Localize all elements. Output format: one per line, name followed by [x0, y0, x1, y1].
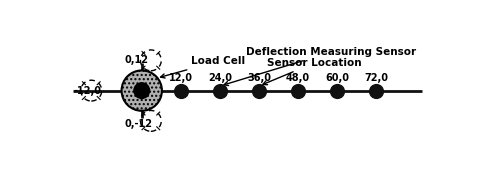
- Text: -12,0: -12,0: [73, 86, 101, 96]
- Text: 0,12: 0,12: [125, 55, 149, 65]
- Text: 36,0: 36,0: [247, 74, 271, 83]
- Text: 72,0: 72,0: [364, 74, 388, 83]
- Text: Sensor Location: Sensor Location: [263, 58, 362, 85]
- Point: [216, 89, 224, 92]
- Text: 60,0: 60,0: [325, 74, 349, 83]
- Text: 24,0: 24,0: [208, 74, 232, 83]
- Text: 12,0: 12,0: [169, 74, 193, 83]
- Point: [333, 89, 341, 92]
- Ellipse shape: [122, 70, 162, 111]
- Point: [294, 89, 302, 92]
- Point: [255, 89, 263, 92]
- Point: [372, 89, 380, 92]
- Text: 0,-12: 0,-12: [125, 119, 153, 129]
- Text: 48,0: 48,0: [286, 74, 310, 83]
- Point: [177, 89, 185, 92]
- Ellipse shape: [134, 83, 150, 98]
- Text: Load Cell: Load Cell: [160, 56, 245, 78]
- Text: Deflection Measuring Sensor: Deflection Measuring Sensor: [224, 47, 416, 86]
